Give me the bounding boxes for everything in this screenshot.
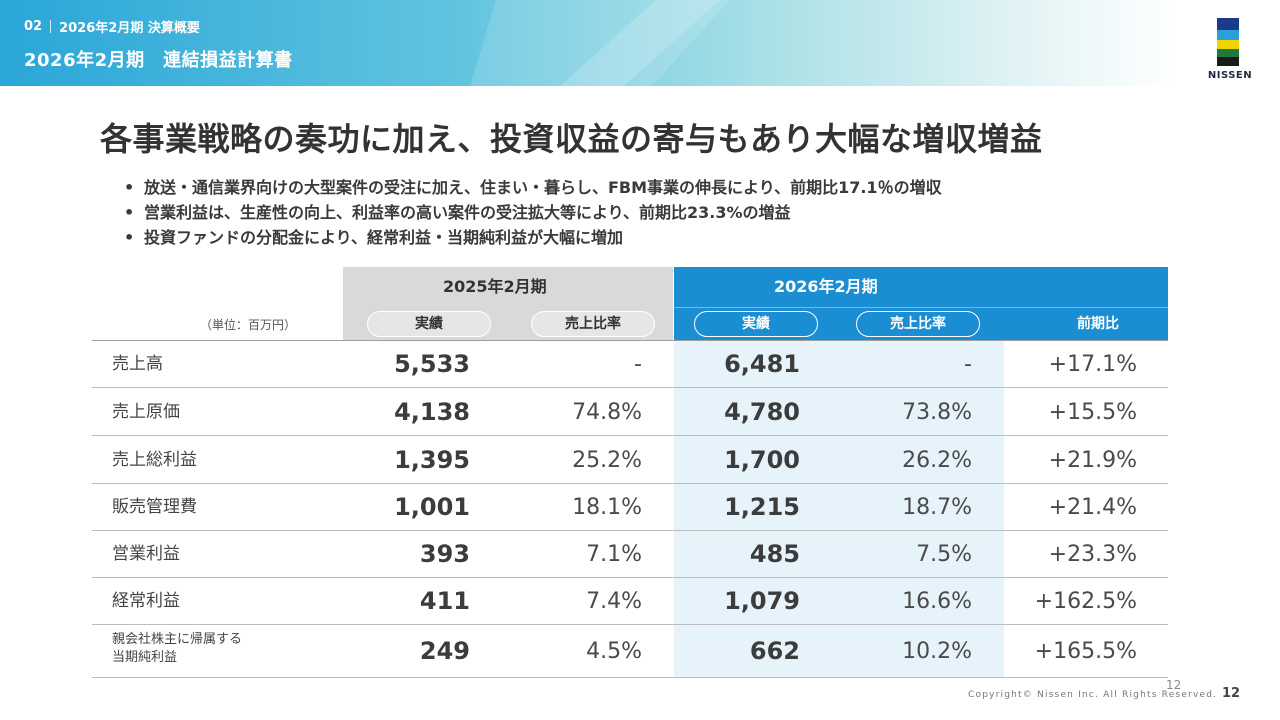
yoy-change: +165.5% [1034,639,1137,664]
yoy-change: +21.9% [1048,448,1137,473]
bullet-item: 投資ファンドの分配金により、経常利益・当期純利益が大幅に増加 [124,225,942,250]
value-2026: 1,215 [724,493,800,521]
table-row: 売上総利益 1,395 25.2% 1,700 26.2% +21.9% [92,437,1168,484]
value-2026: 662 [749,637,800,665]
value-2025: 249 [419,637,470,665]
table-row: 経常利益 411 7.4% 1,079 16.6% +162.5% [92,578,1168,625]
ratio-2025: 74.8% [572,400,642,425]
col-yoy: 前期比 [1077,316,1119,332]
table-row: 売上高 5,533 - 6,481 - +17.1% [92,341,1168,388]
section-line: 02 2026年2月期 決算概要 [24,17,200,36]
value-2025: 5,533 [394,350,470,378]
yoy-change: +15.5% [1048,400,1137,425]
bullet-list: 放送・通信業界向けの大型案件の受注に加え、住まい・暮らし、FBM事業の伸長により… [124,175,942,250]
yoy-change: +17.1% [1048,352,1137,377]
value-2026: 1,700 [724,446,800,474]
table-row: 販売管理費 1,001 18.1% 1,215 18.7% +21.4% [92,484,1168,531]
ratio-2025: - [634,352,642,377]
row-label: 売上高 [112,354,163,374]
col-ratio-2025: 売上比率 [531,311,655,337]
value-2025: 393 [419,540,470,568]
table-row: 営業利益 393 7.1% 485 7.5% +23.3% [92,531,1168,578]
ratio-2026: 10.2% [902,639,972,664]
ratio-2026: - [964,352,972,377]
yoy-change: +21.4% [1048,495,1137,520]
section-separator [50,20,52,33]
section-number: 02 [24,19,43,34]
header-divider [674,307,1168,308]
table-row: 親会社株主に帰属する 当期純利益 249 4.5% 662 10.2% +165… [92,625,1168,678]
header-2026: 2026年2月期 実績 売上比率 前期比 [674,267,1168,340]
row-label: 経常利益 [112,591,180,611]
value-2026: 4,780 [724,398,800,426]
period-2025-title: 2025年2月期 [443,277,547,296]
ratio-2025: 18.1% [572,495,642,520]
value-2025: 1,001 [394,493,470,521]
ratio-2025: 4.5% [586,639,642,664]
ratio-2026: 18.7% [902,495,972,520]
page-title: 2026年2月期 連結損益計算書 [24,50,293,71]
headline: 各事業戦略の奏功に加え、投資収益の寄与もあり大幅な増収増益 [100,120,1043,158]
unit-label: （単位：百万円） [200,318,297,332]
row-label-line: 親会社株主に帰属する [112,632,243,647]
ratio-2025: 7.1% [586,542,642,567]
copyright: Copyright© Nissen Inc. All Rights Reserv… [968,690,1218,700]
logo-mark [1217,18,1239,66]
yoy-change: +23.3% [1048,542,1137,567]
value-2026: 6,481 [724,350,800,378]
ratio-2026: 26.2% [902,448,972,473]
row-label: 売上総利益 [112,450,197,470]
value-2025: 1,395 [394,446,470,474]
header-2025: 2025年2月期 実績 売上比率 [343,267,673,340]
highlight-column-2026 [674,340,1004,678]
row-label: 営業利益 [112,544,180,564]
ratio-2026: 16.6% [902,589,972,614]
value-2025: 411 [419,587,470,615]
row-label: 販売管理費 [112,497,197,517]
table-row: 売上原価 4,138 74.8% 4,780 73.8% +15.5% [92,389,1168,436]
col-actual-2025: 実績 [367,311,491,337]
yoy-change: +162.5% [1034,589,1137,614]
bullet-item: 放送・通信業界向けの大型案件の受注に加え、住まい・暮らし、FBM事業の伸長により… [124,175,942,200]
ratio-2026: 7.5% [916,542,972,567]
row-label: 親会社株主に帰属する 当期純利益 [112,631,242,667]
section-title: 2026年2月期 決算概要 [59,21,200,36]
value-2026: 1,079 [724,587,800,615]
bullet-item: 営業利益は、生産性の向上、利益率の高い案件の受注拡大等により、前期比23.3%の… [124,200,942,225]
ratio-2026: 73.8% [902,400,972,425]
table-top-rule [92,340,1168,341]
row-label-line: 当期純利益 [112,650,178,665]
period-2026-title: 2026年2月期 [774,277,878,296]
logo-text: NISSEN [1207,70,1253,81]
ratio-2025: 7.4% [586,589,642,614]
page-number: 12 [1222,686,1241,701]
value-2026: 485 [749,540,800,568]
page-number-small: 12 [1166,678,1182,692]
nissen-logo: NISSEN [1200,18,1260,88]
ratio-2025: 25.2% [572,448,642,473]
col-ratio-2026: 売上比率 [856,311,980,337]
row-label: 売上原価 [112,402,180,422]
header-band [0,0,1280,86]
value-2025: 4,138 [394,398,470,426]
col-actual-2026: 実績 [694,311,818,337]
